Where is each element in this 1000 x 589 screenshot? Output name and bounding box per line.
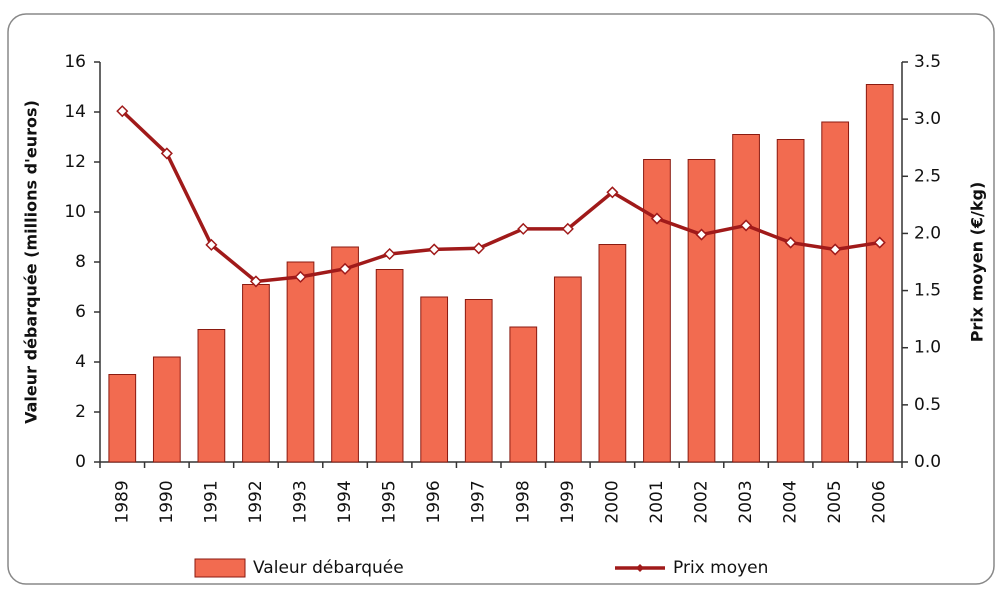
marker — [160, 147, 173, 160]
marker — [784, 236, 797, 249]
bar — [732, 134, 760, 463]
y-tick-label: 4 — [75, 352, 86, 372]
bar — [509, 326, 538, 463]
marker — [561, 222, 574, 235]
marker — [517, 222, 530, 235]
x-tick-label: 2001 — [647, 480, 667, 523]
bar — [286, 261, 315, 463]
x-tick-label: 2006 — [870, 480, 890, 523]
x-tick-label: 1997 — [469, 480, 489, 523]
y2-tick-label: 3.5 — [914, 52, 941, 72]
legend-swatch — [194, 558, 246, 578]
y-tick-label: 10 — [64, 202, 86, 222]
bar — [375, 269, 404, 463]
x-tick-label: 1999 — [558, 480, 578, 523]
bar — [598, 244, 627, 463]
x-tick-label: 1998 — [513, 480, 533, 523]
marker — [428, 243, 441, 256]
x-tick-label: 2000 — [602, 480, 622, 523]
x-tick-label: 2004 — [781, 480, 801, 523]
y-tick-label: 16 — [64, 52, 86, 72]
bar — [687, 159, 716, 463]
marker — [829, 243, 842, 256]
x-tick-label: 1996 — [424, 480, 444, 523]
y-axis-label: Valeur débarquée (millions d'euros) — [22, 100, 41, 424]
y2-tick-label: 0.5 — [914, 395, 941, 415]
legend-label: Valeur débarquée — [253, 558, 404, 578]
bar — [152, 356, 181, 463]
y2-tick-label: 2.0 — [914, 223, 941, 243]
bar — [108, 374, 137, 463]
bar — [821, 121, 850, 463]
marker — [739, 219, 753, 232]
marker — [338, 262, 352, 275]
bar — [553, 276, 582, 463]
x-tick-label: 2003 — [736, 480, 756, 523]
x-tick-label: 1990 — [157, 480, 177, 523]
y2-axis-label: Prix moyen (€/kg) — [968, 182, 987, 343]
x-tick-label: 1989 — [112, 480, 132, 523]
y2-tick-label: 1.0 — [914, 338, 941, 358]
x-tick-label: 1994 — [335, 480, 355, 523]
marker — [606, 186, 619, 199]
marker — [249, 275, 263, 288]
marker — [695, 228, 708, 241]
marker — [116, 105, 129, 118]
bar — [197, 329, 226, 463]
legend-marker — [636, 564, 644, 572]
marker — [294, 270, 307, 283]
y-tick-label: 0 — [75, 452, 86, 472]
bar — [865, 84, 894, 463]
line — [121, 109, 880, 284]
y-tick-label: 14 — [64, 102, 86, 122]
x-tick-label: 2005 — [825, 480, 845, 523]
x-tick-label: 1993 — [291, 480, 311, 523]
y2-tick-label: 2.5 — [914, 166, 941, 186]
y2-tick-label: 0.0 — [914, 452, 941, 472]
x-tick-label: 1995 — [380, 480, 400, 523]
y-tick-label: 2 — [75, 402, 86, 422]
y-tick-label: 8 — [75, 252, 86, 272]
x-tick-label: 1991 — [201, 480, 221, 523]
marker — [650, 212, 664, 225]
marker — [472, 242, 485, 255]
y2-tick-label: 1.5 — [914, 281, 941, 301]
x-tick-label: 1992 — [246, 480, 266, 523]
bar — [242, 284, 270, 463]
x-tick-label: 2002 — [692, 480, 712, 523]
bar — [464, 299, 493, 463]
bar — [643, 159, 671, 463]
marker — [205, 238, 218, 251]
y2-tick-label: 3.0 — [914, 109, 941, 129]
bar — [420, 296, 449, 463]
bar — [776, 139, 805, 463]
bar — [331, 246, 359, 463]
marker — [873, 236, 886, 249]
legend-label: Prix moyen — [673, 558, 768, 578]
y-tick-label: 6 — [75, 302, 86, 322]
marker — [383, 247, 396, 261]
y-tick-label: 12 — [64, 152, 86, 172]
